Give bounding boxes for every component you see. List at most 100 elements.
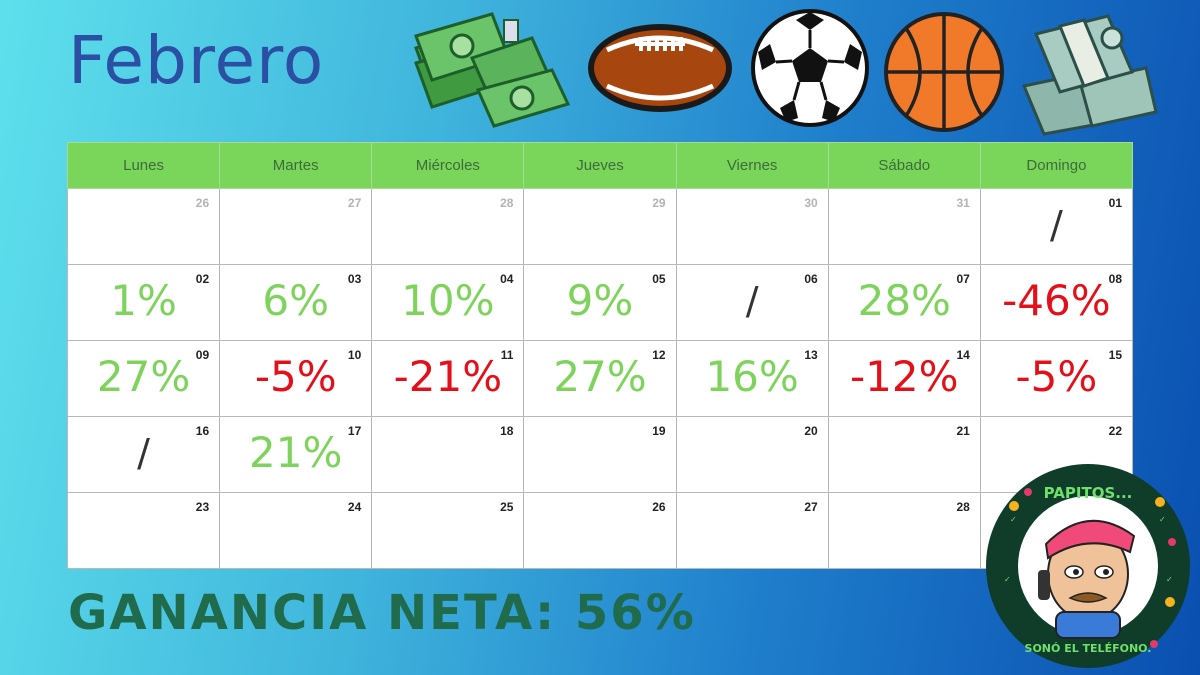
calendar-day-cell: 21 bbox=[827, 416, 981, 493]
calendar-day-cell: 25 bbox=[371, 492, 525, 569]
calendar-day-cell: 11 -21% bbox=[371, 340, 525, 417]
day-number: 11 bbox=[500, 348, 514, 362]
day-number: 27 bbox=[804, 500, 818, 514]
calendar-day-cell: 17 21% bbox=[219, 416, 373, 493]
calendar-day-cell: 07 28% bbox=[827, 264, 981, 341]
american-football-icon bbox=[588, 24, 732, 112]
weekday-header: Domingo bbox=[979, 142, 1134, 189]
calendar-day-cell: 30 bbox=[675, 188, 829, 265]
day-result-value: 16% bbox=[705, 352, 799, 401]
calendar-day-cell: 28 bbox=[371, 188, 525, 265]
weekday-header: Miércoles bbox=[371, 142, 525, 189]
day-number: 15 bbox=[1108, 348, 1122, 362]
weekday-header-row: Lunes Martes Miércoles Jueves Viernes Sá… bbox=[66, 142, 1134, 189]
day-number: 05 bbox=[652, 272, 666, 286]
calendar-day-cell: 26 bbox=[523, 492, 677, 569]
badge-top-text: PAPITOS... bbox=[1044, 484, 1133, 502]
day-number: 09 bbox=[195, 348, 210, 362]
day-result-value: 10% bbox=[401, 276, 495, 325]
calendar-day-cell: 02 1% bbox=[66, 264, 221, 341]
day-result-value: 9% bbox=[566, 276, 634, 325]
day-number: 02 bbox=[195, 272, 210, 286]
day-number: 16 bbox=[195, 424, 210, 438]
day-number: 26 bbox=[195, 196, 210, 210]
svg-text:✓: ✓ bbox=[1166, 575, 1173, 584]
badge-bottom-text: SONÓ EL TELÉFONO. bbox=[1025, 642, 1152, 655]
day-result-value: / bbox=[1050, 203, 1063, 247]
day-result-value: 27% bbox=[96, 352, 191, 401]
money-bundle-icon bbox=[1021, 14, 1158, 136]
calendar-day-cell: 19 bbox=[523, 416, 677, 493]
calendar-day-cell: 10 -5% bbox=[219, 340, 373, 417]
day-result-value: / bbox=[137, 431, 150, 475]
day-number: 24 bbox=[347, 500, 362, 514]
day-number: 13 bbox=[804, 348, 818, 362]
calendar-day-cell: 03 6% bbox=[219, 264, 373, 341]
calendar-day-cell: 27 bbox=[675, 492, 829, 569]
day-number: 17 bbox=[347, 424, 362, 438]
day-number: 12 bbox=[652, 348, 666, 362]
calendar-day-cell: 06 / bbox=[675, 264, 829, 341]
day-number: 25 bbox=[500, 500, 514, 514]
calendar-week-row: 02 1% 03 6% 04 10% 05 9% 06 / 07 28% 08 -46% bbox=[66, 264, 1134, 341]
papitos-badge-logo: ✓ ✓ ✓ ✓ PAPITOS... SONÓ EL TELÉFONO. bbox=[986, 464, 1190, 668]
day-result-value: -5% bbox=[1015, 352, 1098, 401]
calendar-day-cell: 20 bbox=[675, 416, 829, 493]
calendar-day-cell: 14 -12% bbox=[827, 340, 981, 417]
calendar-table: Lunes Martes Miércoles Jueves Viernes Sá… bbox=[66, 142, 1134, 569]
day-number: 22 bbox=[1108, 424, 1122, 438]
weekday-header: Martes bbox=[219, 142, 373, 189]
weekday-header: Lunes bbox=[66, 142, 221, 189]
day-number: 08 bbox=[1108, 272, 1122, 286]
calendar-day-cell: 26 bbox=[66, 188, 221, 265]
calendar-day-cell: 31 bbox=[827, 188, 981, 265]
day-number: 06 bbox=[804, 272, 818, 286]
money-stack-icon bbox=[414, 12, 571, 128]
day-result-value: 6% bbox=[262, 276, 330, 325]
calendar-week-row: 26 27 28 29 30 31 01 / bbox=[66, 188, 1134, 265]
day-result-value: 28% bbox=[857, 276, 951, 325]
day-result-value: 1% bbox=[110, 276, 177, 325]
calendar-week-row: 23 24 25 26 27 28 bbox=[66, 492, 1134, 569]
day-number: 20 bbox=[804, 424, 818, 438]
net-gain-label: GANANCIA NETA: 56% bbox=[68, 585, 696, 641]
day-number: 31 bbox=[956, 196, 970, 210]
calendar-day-cell: 18 bbox=[371, 416, 525, 493]
soccer-ball-icon bbox=[751, 9, 869, 127]
day-number: 21 bbox=[956, 424, 970, 438]
page-title: Febrero bbox=[68, 22, 325, 99]
calendar-day-cell: 24 bbox=[219, 492, 373, 569]
day-result-value: 21% bbox=[249, 428, 343, 477]
day-number: 18 bbox=[500, 424, 514, 438]
calendar-day-cell: 23 bbox=[66, 492, 221, 569]
calendar-day-cell: 15 -5% bbox=[979, 340, 1134, 417]
calendar-day-cell: 12 27% bbox=[523, 340, 677, 417]
day-result-value: -12% bbox=[850, 352, 959, 401]
day-number: 26 bbox=[652, 500, 666, 514]
calendar-day-cell: 04 10% bbox=[371, 264, 525, 341]
calendar-day-cell: 16 / bbox=[66, 416, 221, 493]
calendar-week-row: 16 / 17 21% 18 19 20 21 22 bbox=[66, 416, 1134, 493]
day-number: 23 bbox=[195, 500, 210, 514]
day-number: 04 bbox=[500, 272, 514, 286]
weekday-header: Sábado bbox=[827, 142, 981, 189]
day-number: 27 bbox=[347, 196, 362, 210]
calendar-day-cell: 08 -46% bbox=[979, 264, 1134, 341]
svg-text:✓: ✓ bbox=[1159, 515, 1166, 524]
day-number: 28 bbox=[500, 196, 514, 210]
calendar-day-cell: 27 bbox=[219, 188, 373, 265]
day-result-value: -5% bbox=[254, 352, 337, 401]
day-number: 30 bbox=[804, 196, 818, 210]
day-result-value: 27% bbox=[553, 352, 647, 401]
day-number: 01 bbox=[1108, 196, 1122, 210]
day-number: 19 bbox=[652, 424, 666, 438]
weekday-header: Jueves bbox=[523, 142, 677, 189]
day-result-value: -21% bbox=[393, 352, 503, 401]
day-number: 14 bbox=[956, 348, 970, 362]
calendar-day-cell: 13 16% bbox=[675, 340, 829, 417]
calendar-week-row: 09 27% 10 -5% 11 -21% 12 27% 13 16% 14 -12% 15 -5% bbox=[66, 340, 1134, 417]
svg-text:✓: ✓ bbox=[1010, 515, 1017, 524]
day-result-value: -46% bbox=[1002, 276, 1111, 325]
weekday-header: Viernes bbox=[675, 142, 829, 189]
calendar-day-cell: 28 bbox=[827, 492, 981, 569]
